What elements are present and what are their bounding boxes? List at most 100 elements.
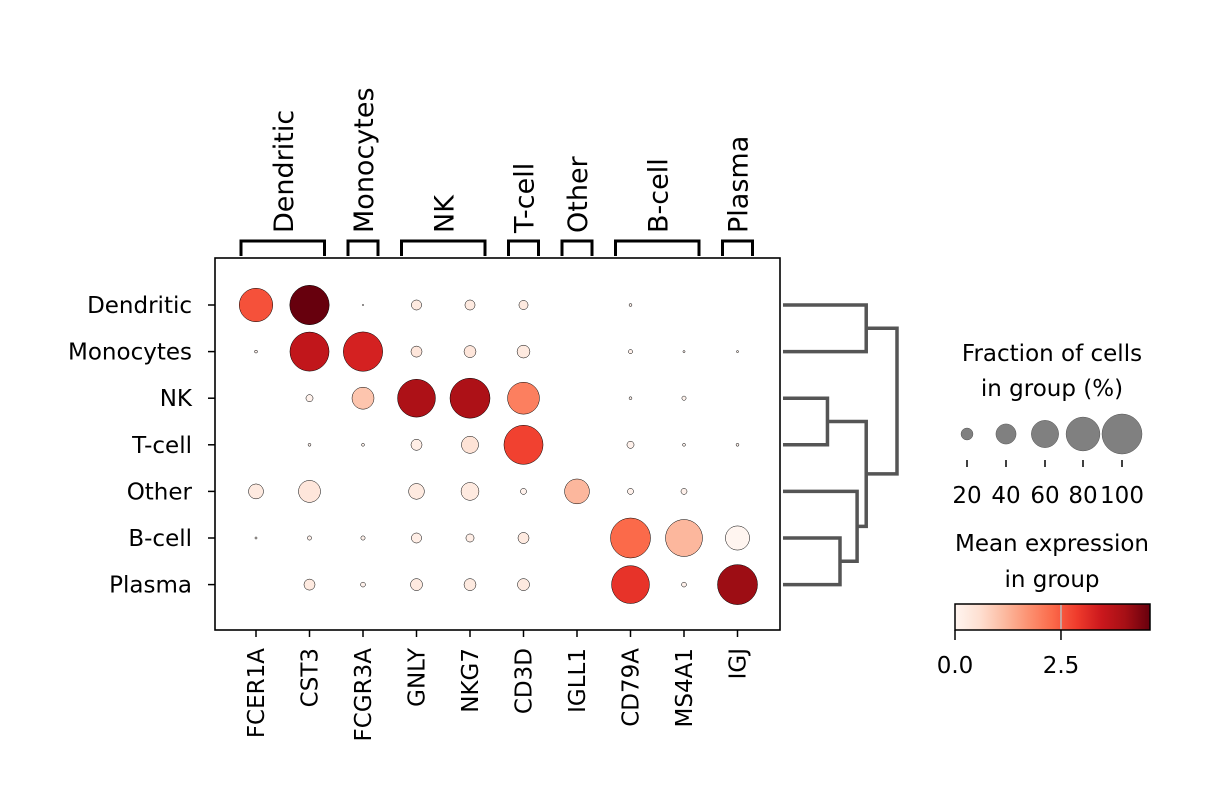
size-legend-dot <box>995 423 1017 445</box>
dot-NK-MS4A1 <box>681 395 687 401</box>
dot-T-cell-FCGR3A <box>361 443 365 447</box>
dot-Plasma-GNLY <box>410 578 423 591</box>
color-legend: Mean expression in group 0.0 2.5 <box>937 531 1151 679</box>
dot-Dendritic-CD79A <box>628 303 633 307</box>
group-label: NK <box>429 194 460 233</box>
colorbar-label: 0.0 <box>937 653 974 679</box>
dot-NK-CD3D <box>507 381 540 415</box>
color-legend-title-2: in group <box>1004 567 1099 593</box>
row-label: B-cell <box>128 526 192 552</box>
dot-Other-FCER1A <box>248 483 264 500</box>
dot-B-cell-CD3D <box>517 532 530 544</box>
dot-T-cell-GNLY <box>410 439 423 451</box>
dot-T-cell-CST3 <box>307 443 312 447</box>
dot-B-cell-FCGR3A <box>360 535 366 541</box>
group-bracket <box>721 239 754 256</box>
column-label: GNLY <box>405 647 431 707</box>
size-legend-label: 40 <box>991 483 1020 509</box>
size-legend-dot <box>960 427 974 441</box>
group-bracket <box>507 239 540 256</box>
column-label: NKG7 <box>458 648 484 713</box>
dot-Other-CST3 <box>298 480 321 503</box>
group-label: Other <box>563 155 594 233</box>
size-legend-label: 20 <box>952 483 981 509</box>
color-legend-title-1: Mean expression <box>955 531 1149 557</box>
dot-NK-NKG7 <box>449 377 491 419</box>
dot-Other-CD79A <box>627 488 634 495</box>
size-legend-label: 100 <box>1100 483 1144 509</box>
column-label: FCGR3A <box>351 648 377 742</box>
dot-Other-MS4A1 <box>680 488 688 495</box>
dot-Plasma-CST3 <box>303 578 316 591</box>
dot-Dendritic-CST3 <box>289 285 330 325</box>
dendrogram <box>783 303 899 587</box>
dot-B-cell-FCER1A <box>254 536 258 540</box>
dot-Monocytes-CD79A <box>628 349 633 354</box>
dot-Dendritic-FCER1A <box>238 287 274 323</box>
dot-Monocytes-IGJ <box>736 350 739 353</box>
dot-Plasma-NKG7 <box>463 578 477 591</box>
row-label: NK <box>160 386 193 412</box>
group-label: T-cell <box>510 163 541 234</box>
column-label: FCER1A <box>244 648 270 738</box>
dendrogram-branch <box>783 489 859 564</box>
dot-Dendritic-FCGR3A <box>362 304 364 306</box>
dot-Monocytes-NKG7 <box>463 345 477 358</box>
size-legend-dot <box>1101 413 1143 455</box>
dot-Monocytes-CST3 <box>289 331 330 372</box>
dot-T-cell-CD79A <box>626 440 635 449</box>
dot-B-cell-MS4A1 <box>665 519 703 557</box>
dot-T-cell-IGJ <box>735 443 740 447</box>
size-legend-label: 60 <box>1030 483 1059 509</box>
dendrogram-branch <box>783 396 830 447</box>
group-bracket <box>239 239 326 256</box>
dot-NK-GNLY <box>397 379 436 418</box>
dot-Other-CD3D <box>520 488 527 495</box>
dot-T-cell-MS4A1 <box>682 443 686 447</box>
size-legend-title-1: Fraction of cells <box>962 341 1142 367</box>
group-label: Monocytes <box>349 87 380 233</box>
group-bracket <box>400 239 487 256</box>
colorbar-label: 2.5 <box>1043 653 1080 679</box>
column-label: IGJ <box>726 648 752 679</box>
dot-T-cell-CD3D <box>503 425 544 465</box>
dot-Plasma-IGJ <box>717 564 758 605</box>
dot-B-cell-CST3 <box>307 535 312 541</box>
dendrogram-branch <box>827 419 868 529</box>
row-label: Other <box>127 479 193 505</box>
row-labels: Dendritic Monocytes NK T-cell Other B-cell Pla… <box>68 293 215 599</box>
dot-Plasma-FCGR3A <box>360 581 366 588</box>
column-label: CD79A <box>619 648 645 727</box>
dot-NK-CST3 <box>305 394 314 403</box>
dot-B-cell-GNLY <box>411 532 422 544</box>
dot-Monocytes-FCER1A <box>254 349 258 354</box>
size-legend-dot <box>1031 420 1059 448</box>
plot-frame <box>214 257 781 631</box>
dot-Other-GNLY <box>408 483 425 500</box>
column-label: CD3D <box>512 648 538 714</box>
group-label: Dendritic <box>269 110 300 233</box>
column-labels: FCER1A CST3 FCGR3A GNLY NKG7 CD3D IGLL1 CD79A MS… <box>244 630 752 741</box>
group-label: Plasma <box>724 136 755 233</box>
dot-Monocytes-CD3D <box>516 344 531 359</box>
dots <box>238 285 758 605</box>
group-bracket <box>560 239 594 256</box>
row-label: Monocytes <box>68 340 192 366</box>
size-legend-title-2: in group (%) <box>981 376 1123 402</box>
row-label: Dendritic <box>87 293 192 319</box>
dot-Monocytes-FCGR3A <box>343 331 383 372</box>
dot-Other-NKG7 <box>460 482 480 501</box>
dot-Monocytes-MS4A1 <box>682 350 686 353</box>
row-label: Plasma <box>109 573 192 599</box>
dot-Dendritic-NKG7 <box>464 299 476 311</box>
size-legend: Fraction of cells in group (%) 20 40 60 80 1… <box>952 341 1144 509</box>
dot-Other-IGLL1 <box>564 478 590 505</box>
column-group-brackets: Dendritic Monocytes NK T-cell Other B-cell Pla… <box>239 87 755 256</box>
dendrogram-branch <box>783 303 868 354</box>
dot-Dendritic-CD3D <box>518 300 529 310</box>
dot-B-cell-IGJ <box>725 525 750 551</box>
dot-T-cell-NKG7 <box>461 436 479 454</box>
dot-Monocytes-GNLY <box>410 345 423 358</box>
dot-B-cell-NKG7 <box>465 533 475 543</box>
dot-NK-CD79A <box>628 396 633 400</box>
